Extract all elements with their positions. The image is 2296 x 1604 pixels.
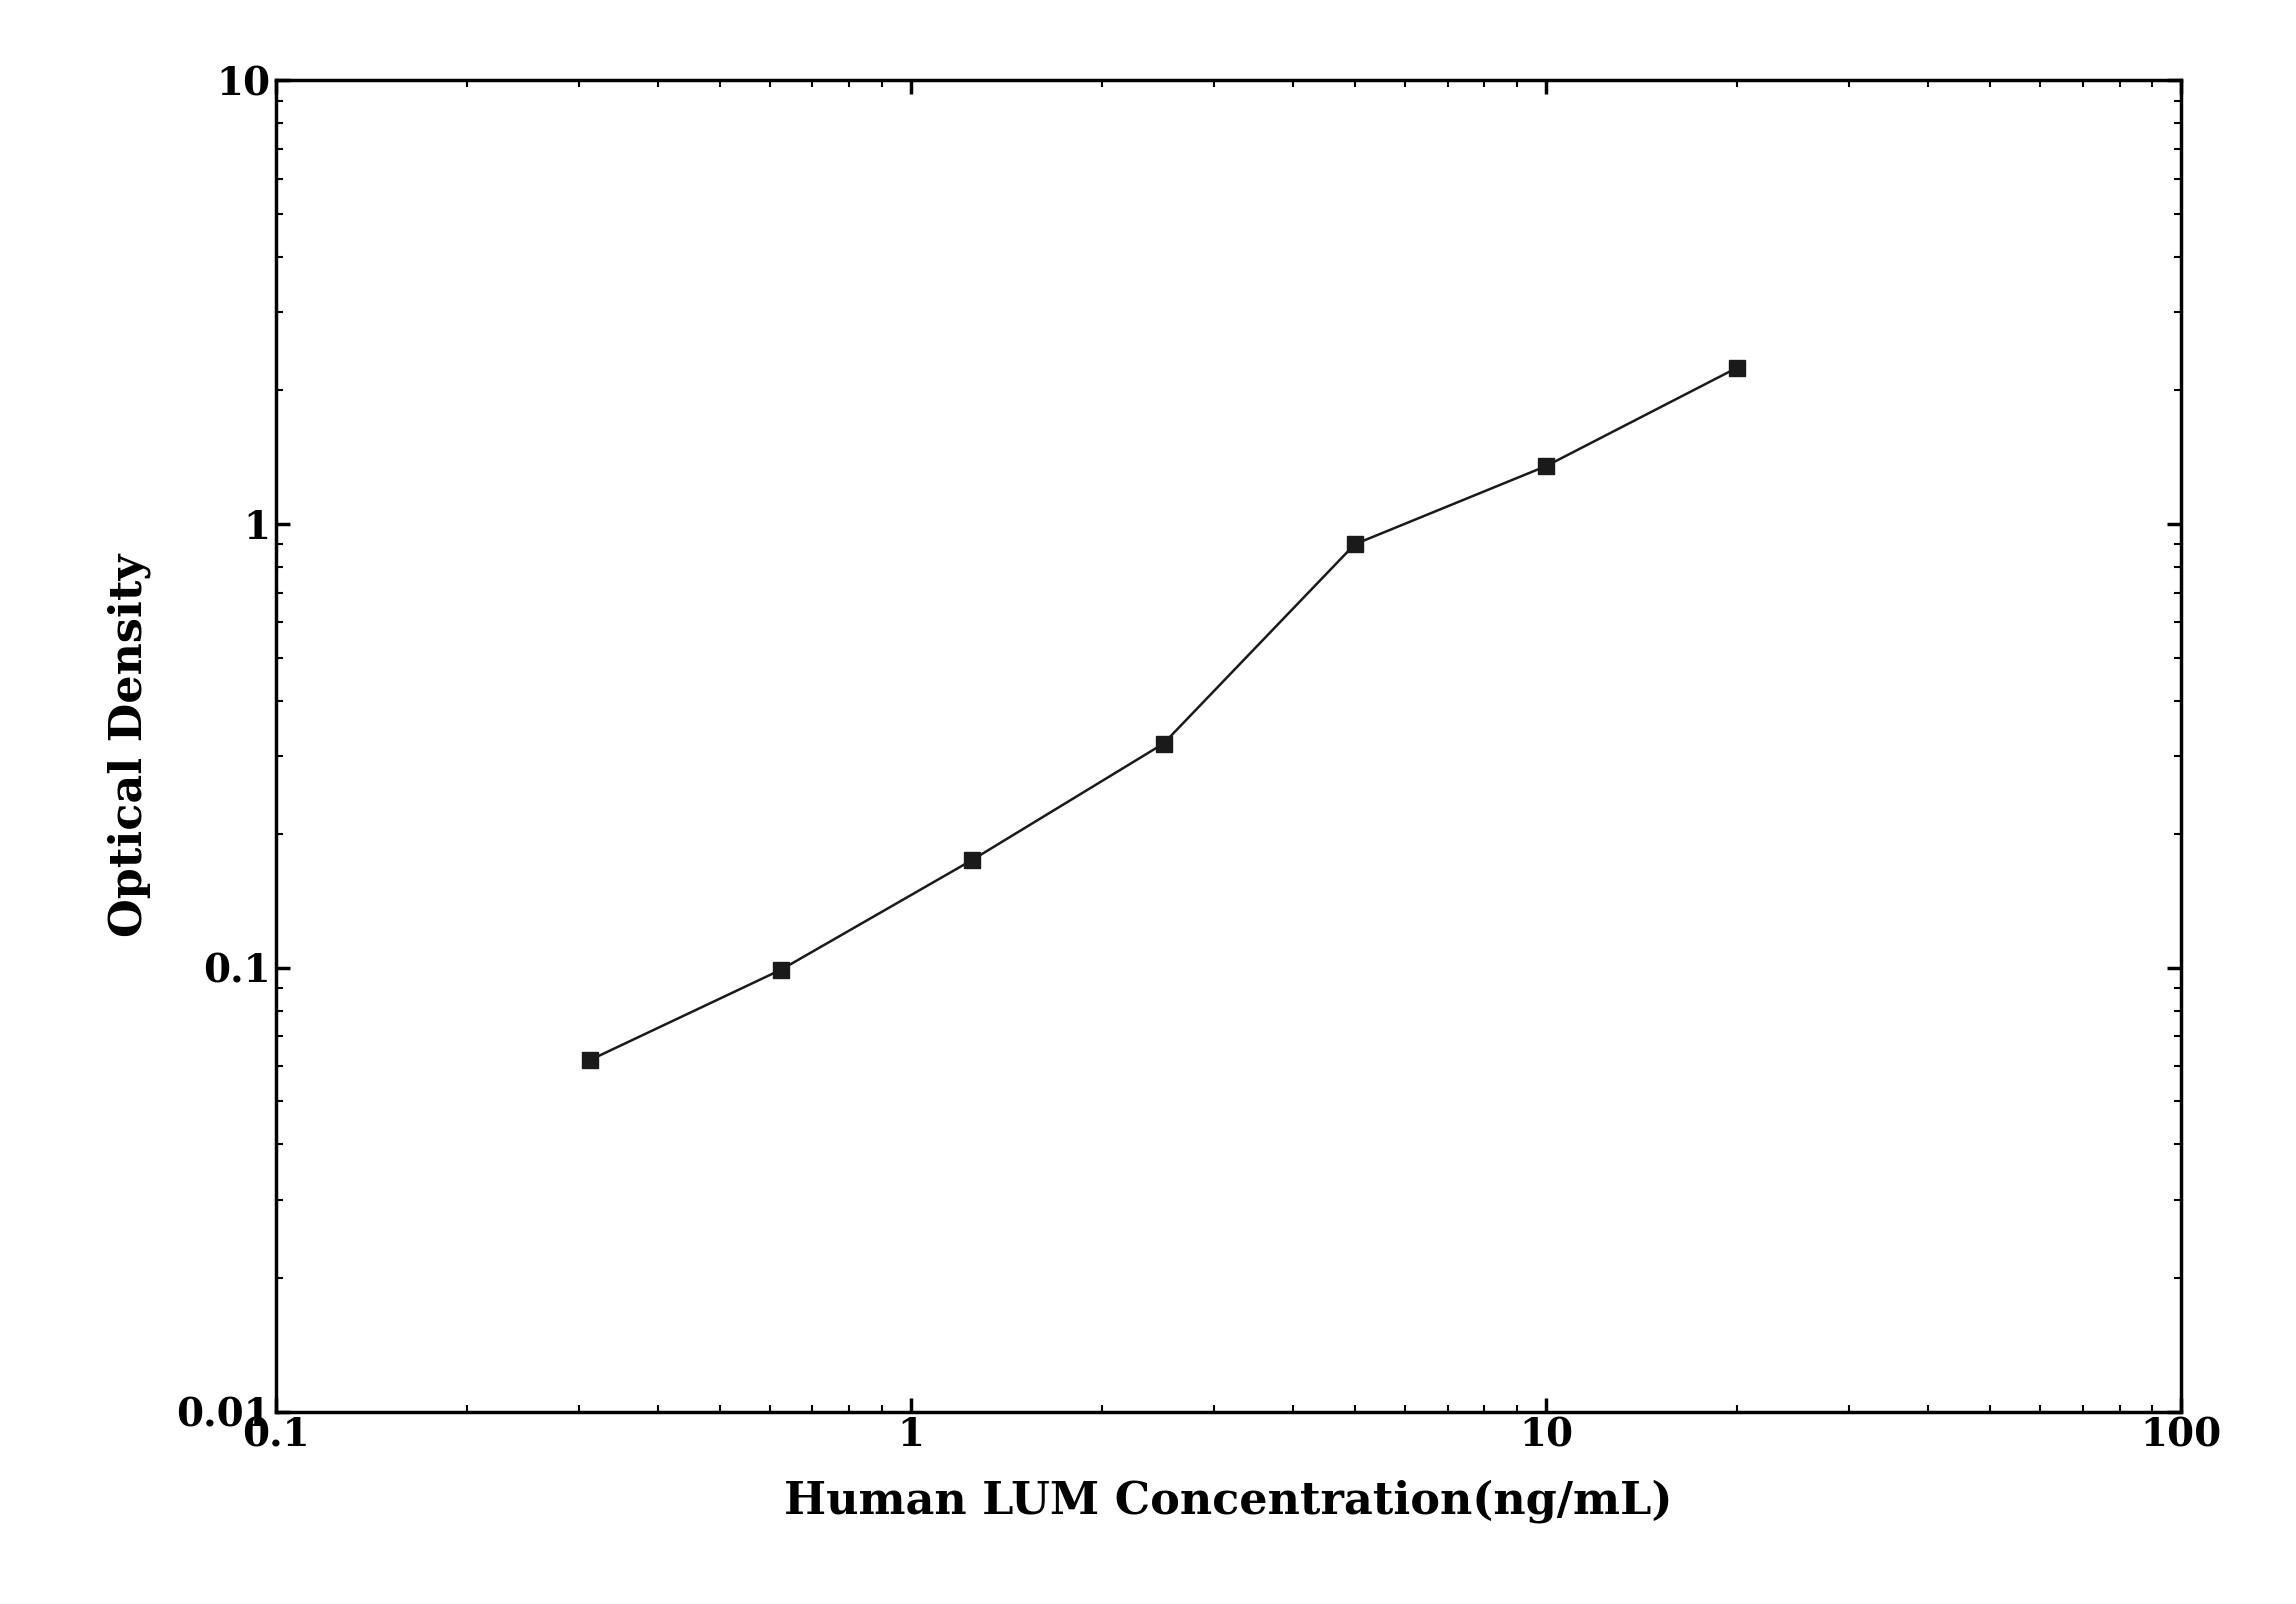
X-axis label: Human LUM Concentration(ng/mL): Human LUM Concentration(ng/mL) [785, 1479, 1671, 1524]
Y-axis label: Optical Density: Optical Density [108, 555, 152, 937]
